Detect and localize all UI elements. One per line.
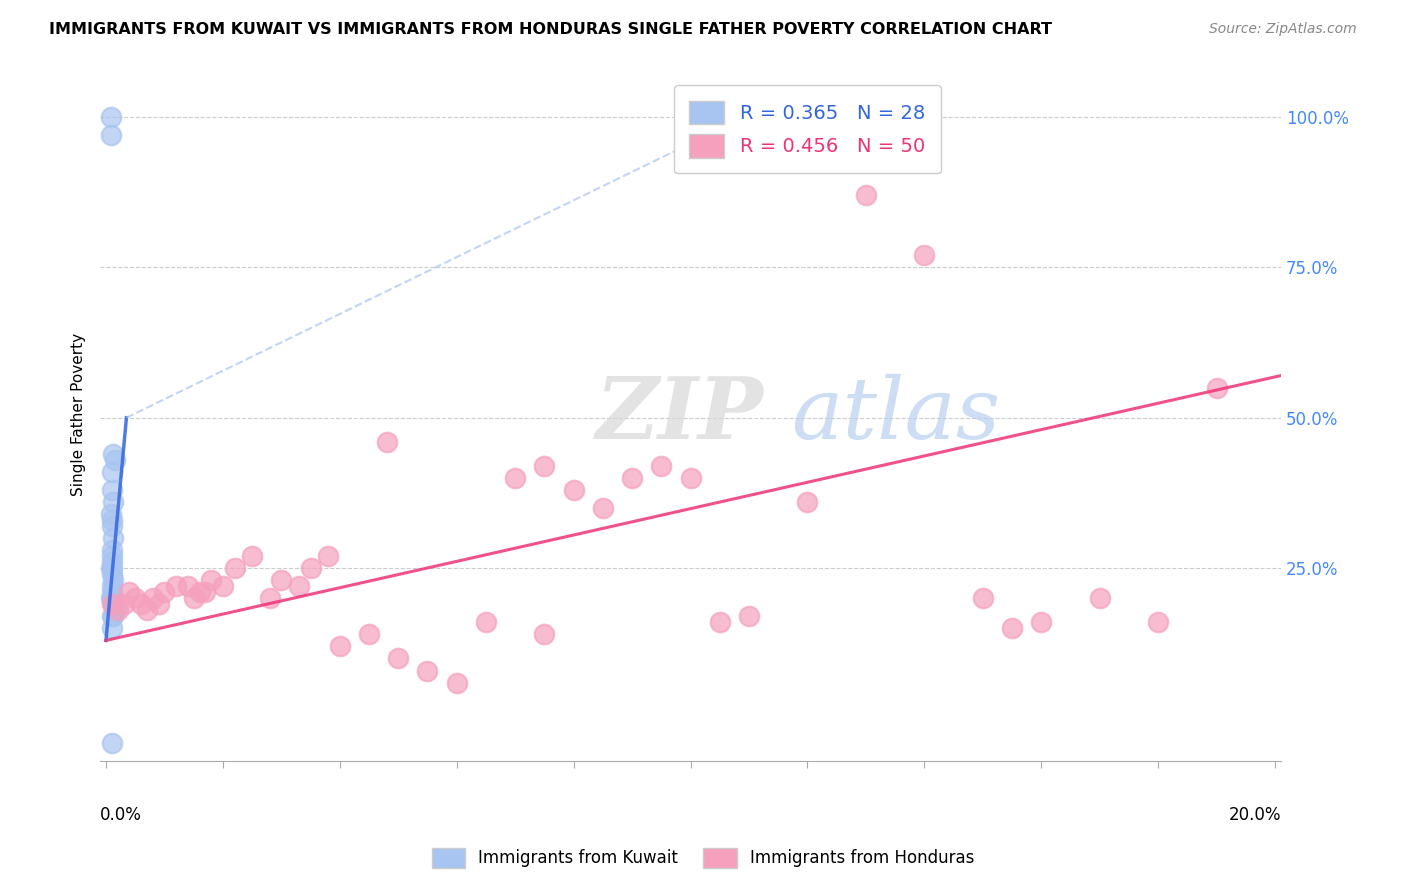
Point: [855, 188, 877, 202]
Point: [224, 561, 246, 575]
Point: [533, 627, 555, 641]
Point: [101, 531, 124, 545]
Point: [101, 519, 124, 533]
Point: [200, 573, 222, 587]
Point: [101, 609, 124, 624]
Point: [592, 500, 614, 515]
Point: [1205, 381, 1227, 395]
Point: [375, 434, 398, 449]
Point: [153, 585, 176, 599]
Legend: Immigrants from Kuwait, Immigrants from Honduras: Immigrants from Kuwait, Immigrants from …: [425, 841, 981, 875]
Point: [212, 579, 235, 593]
Point: [1088, 591, 1111, 606]
Point: [387, 651, 409, 665]
Point: [101, 513, 124, 527]
Text: ZIP: ZIP: [596, 373, 763, 457]
Point: [101, 736, 124, 750]
Point: [104, 603, 127, 617]
Point: [101, 573, 124, 587]
Text: 20.0%: 20.0%: [1229, 805, 1281, 824]
Point: [101, 609, 124, 624]
Point: [165, 579, 187, 593]
Point: [288, 579, 311, 593]
Point: [101, 621, 124, 635]
Point: [129, 597, 152, 611]
Point: [912, 248, 935, 262]
Point: [101, 483, 124, 497]
Point: [194, 585, 217, 599]
Text: Source: ZipAtlas.com: Source: ZipAtlas.com: [1209, 22, 1357, 37]
Point: [650, 458, 672, 473]
Point: [101, 447, 124, 461]
Point: [101, 597, 124, 611]
Point: [446, 675, 468, 690]
Point: [100, 128, 122, 142]
Point: [1147, 615, 1170, 630]
Point: [316, 549, 339, 563]
Point: [329, 640, 352, 654]
Point: [101, 585, 124, 599]
Point: [148, 597, 170, 611]
Point: [475, 615, 498, 630]
Point: [259, 591, 281, 606]
Point: [101, 597, 124, 611]
Point: [621, 471, 644, 485]
Point: [112, 597, 135, 611]
Point: [188, 585, 211, 599]
Text: 0.0%: 0.0%: [100, 805, 142, 824]
Point: [104, 453, 127, 467]
Text: IMMIGRANTS FROM KUWAIT VS IMMIGRANTS FROM HONDURAS SINGLE FATHER POVERTY CORRELA: IMMIGRANTS FROM KUWAIT VS IMMIGRANTS FRO…: [49, 22, 1052, 37]
Point: [183, 591, 205, 606]
Text: atlas: atlas: [792, 374, 1000, 456]
Point: [177, 579, 200, 593]
Point: [101, 579, 124, 593]
Point: [738, 609, 761, 624]
Point: [299, 561, 322, 575]
Point: [101, 495, 124, 509]
Legend: R = 0.365   N = 28, R = 0.456   N = 50: R = 0.365 N = 28, R = 0.456 N = 50: [673, 85, 941, 173]
Point: [101, 465, 124, 479]
Point: [562, 483, 585, 497]
Point: [503, 471, 526, 485]
Point: [240, 549, 263, 563]
Point: [1031, 615, 1053, 630]
Y-axis label: Single Father Poverty: Single Father Poverty: [72, 333, 86, 496]
Point: [270, 573, 292, 587]
Point: [709, 615, 731, 630]
Point: [101, 543, 124, 558]
Point: [118, 585, 141, 599]
Point: [1001, 621, 1024, 635]
Point: [107, 603, 129, 617]
Point: [100, 591, 122, 606]
Point: [101, 567, 124, 582]
Point: [142, 591, 165, 606]
Point: [124, 591, 146, 606]
Point: [100, 110, 122, 124]
Point: [101, 591, 124, 606]
Point: [357, 627, 380, 641]
Point: [101, 549, 124, 563]
Point: [101, 555, 124, 569]
Point: [796, 495, 818, 509]
Point: [101, 561, 124, 575]
Point: [135, 603, 157, 617]
Point: [972, 591, 994, 606]
Point: [100, 561, 122, 575]
Point: [679, 471, 702, 485]
Point: [533, 458, 555, 473]
Point: [100, 507, 122, 521]
Point: [416, 664, 439, 678]
